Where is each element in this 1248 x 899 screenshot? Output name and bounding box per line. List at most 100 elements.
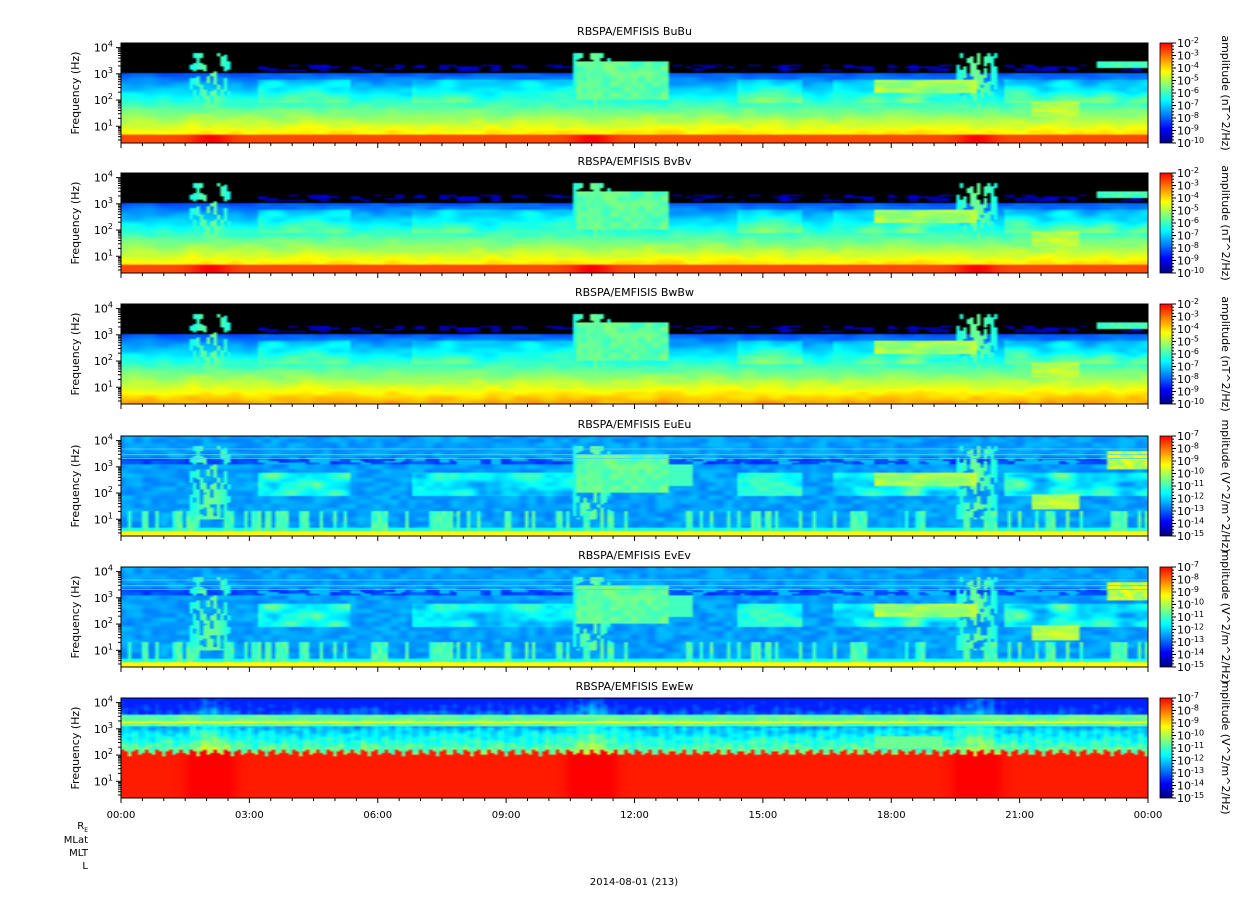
y-tick-label: 101	[94, 642, 113, 657]
panel-title: RBSPA/EMFISIS BwBw	[575, 286, 694, 299]
y-tick-label: 103	[94, 721, 113, 736]
colorbar-tick-label: 10-7	[1177, 691, 1199, 705]
colorbar-tick-label: 10-2	[1177, 36, 1199, 50]
colorbar-tick-label: 10-13	[1177, 504, 1204, 518]
x-tick-label: 00:00	[1134, 810, 1163, 821]
y-tick-label: 103	[94, 590, 113, 605]
y-axis-label: Frequency (Hz)	[69, 52, 82, 135]
y-tick-label: 102	[94, 222, 113, 237]
colorbar-tick-label: 10-5	[1177, 204, 1199, 218]
colorbar-tick-label: 10-10	[1177, 136, 1204, 150]
colorbar-tick-label: 10-7	[1177, 99, 1199, 113]
colorbar-tick-label: 10-4	[1177, 191, 1199, 205]
y-tick-label: 101	[94, 379, 113, 394]
colorbar	[1159, 566, 1173, 668]
panel-title: RBSPA/EMFISIS EwEw	[576, 680, 694, 693]
colorbar-tick-label: 10-9	[1177, 124, 1199, 138]
x-tick-label: 06:00	[363, 810, 392, 821]
colorbar-label: mplitude (V^2/m^2/Hz)	[1219, 681, 1232, 814]
y-tick-label: 104	[94, 564, 113, 579]
colorbar-tick-label: 10-8	[1177, 241, 1199, 255]
colorbar-tick-label: 10-12	[1177, 623, 1204, 637]
colorbar-tick-label: 10-11	[1177, 479, 1204, 493]
panel-eueu: RBSPA/EMFISIS EuEu 104 103 102 101 Frequency …	[69, 418, 1232, 553]
y-tick-label: 102	[94, 485, 113, 500]
panel-bwbw: RBSPA/EMFISIS BwBw 104 103 102 101 Frequency …	[69, 286, 1232, 412]
y-axis-label: Frequency (Hz)	[69, 576, 82, 659]
y-tick-label: 102	[94, 747, 113, 762]
colorbar-tick-label: 10-10	[1177, 729, 1204, 743]
panel-ewew: RBSPA/EMFISIS EwEw 104 103 102 101 Frequency …	[69, 680, 1232, 815]
colorbar-tick-label: 10-9	[1177, 385, 1199, 399]
colorbar-label: mplitude (V^2/m^2/Hz)	[1219, 550, 1232, 683]
spectrogram-image	[121, 436, 1148, 536]
colorbar-tick-label: 10-12	[1177, 754, 1204, 768]
colorbar-tick-label: 10-7	[1177, 229, 1199, 243]
time-axis: 00:00 03:00 06:00 09:00 12:00 15:00 18:00 21:00…	[64, 810, 1163, 888]
spectrogram-image	[121, 43, 1148, 143]
colorbar-tick-label: 10-8	[1177, 111, 1199, 125]
colorbar-tick-label: 10-8	[1177, 573, 1199, 587]
y-tick-label: 102	[94, 616, 113, 631]
panel-title: RBSPA/EMFISIS BuBu	[577, 25, 692, 38]
colorbar-tick-label: 10-8	[1177, 372, 1199, 386]
colorbar-tick-label: 10-2	[1177, 297, 1199, 311]
y-tick-label: 103	[94, 459, 113, 474]
colorbar-tick-label: 10-15	[1177, 660, 1204, 674]
colorbar-tick-label: 10-11	[1177, 610, 1204, 624]
colorbar-tick-label: 10-6	[1177, 216, 1199, 230]
y-tick-label: 104	[94, 301, 113, 316]
colorbar-tick-label: 10-13	[1177, 635, 1204, 649]
y-axis-label: Frequency (Hz)	[69, 182, 82, 265]
colorbar-tick-label: 10-12	[1177, 492, 1204, 506]
colorbar-tick-label: 10-10	[1177, 397, 1204, 411]
colorbar	[1159, 435, 1173, 537]
colorbar-tick-label: 10-15	[1177, 529, 1204, 543]
colorbar-label: mplitude (V^2/m^2/Hz)	[1219, 419, 1232, 552]
colorbar-tick-label: 10-14	[1177, 779, 1204, 793]
y-tick-label: 104	[94, 695, 113, 710]
colorbar-tick-label: 10-15	[1177, 791, 1204, 805]
spectrogram-image	[121, 304, 1148, 404]
colorbar-tick-label: 10-7	[1177, 560, 1199, 574]
panel-title: RBSPA/EMFISIS EvEv	[578, 549, 691, 562]
panel-bubu: RBSPA/EMFISIS BuBu 104 103 102 101 Frequency …	[69, 25, 1232, 151]
colorbar-tick-label: 10-3	[1177, 49, 1199, 63]
y-tick-label: 103	[94, 327, 113, 342]
y-tick-label: 104	[94, 170, 113, 185]
colorbar-tick-label: 10-11	[1177, 741, 1204, 755]
colorbar-tick-label: 10-14	[1177, 648, 1204, 662]
panel-title: RBSPA/EMFISIS BvBv	[578, 155, 692, 168]
colorbar-tick-label: 10-4	[1177, 322, 1199, 336]
colorbar-label: amplitude (nT^2/Hz)	[1219, 165, 1232, 280]
panel-bvbv: RBSPA/EMFISIS BvBv 104 103 102 101 Frequency …	[69, 155, 1232, 281]
colorbar-tick-label: 10-7	[1177, 360, 1199, 374]
y-tick-label: 103	[94, 66, 113, 81]
panel-evev: RBSPA/EMFISIS EvEv 104 103 102 101 Frequency …	[69, 549, 1232, 684]
spectrogram-image	[121, 698, 1148, 798]
y-tick-label: 101	[94, 118, 113, 133]
y-axis-label: Frequency (Hz)	[69, 313, 82, 396]
y-axis-label: Frequency (Hz)	[69, 707, 82, 790]
y-tick-label: 101	[94, 511, 113, 526]
x-tick-label: 09:00	[492, 810, 521, 821]
orbit-label-l: L	[82, 861, 88, 872]
y-tick-label: 102	[94, 353, 113, 368]
orbit-label-mlt: MLT	[69, 848, 89, 859]
colorbar-label: amplitude (nT^2/Hz)	[1219, 296, 1232, 411]
orbit-label-mlat: MLat	[64, 835, 88, 846]
y-tick-label: 101	[94, 248, 113, 263]
x-tick-label: 18:00	[877, 810, 906, 821]
colorbar-tick-label: 10-8	[1177, 442, 1199, 456]
colorbar-tick-label: 10-10	[1177, 467, 1204, 481]
colorbar-tick-label: 10-3	[1177, 310, 1199, 324]
colorbar-tick-label: 10-7	[1177, 429, 1199, 443]
colorbar-tick-label: 10-10	[1177, 598, 1204, 612]
colorbar-tick-label: 10-6	[1177, 347, 1199, 361]
colorbar-tick-label: 10-9	[1177, 716, 1199, 730]
x-tick-label: 12:00	[620, 810, 649, 821]
colorbar-tick-label: 10-6	[1177, 86, 1199, 100]
colorbar-tick-label: 10-10	[1177, 266, 1204, 280]
orbit-label-re: RE	[77, 821, 88, 834]
